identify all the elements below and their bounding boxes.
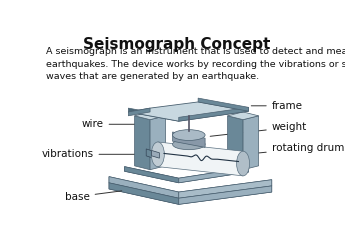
Ellipse shape bbox=[172, 139, 205, 150]
Polygon shape bbox=[179, 107, 248, 121]
Polygon shape bbox=[158, 142, 243, 176]
Text: weight: weight bbox=[210, 122, 307, 136]
Polygon shape bbox=[150, 116, 166, 170]
Polygon shape bbox=[198, 98, 248, 111]
Text: wire: wire bbox=[81, 119, 141, 129]
Polygon shape bbox=[128, 108, 179, 121]
Polygon shape bbox=[125, 167, 248, 183]
Text: frame: frame bbox=[251, 101, 303, 111]
Ellipse shape bbox=[151, 142, 164, 167]
Polygon shape bbox=[179, 180, 272, 198]
Polygon shape bbox=[151, 150, 159, 158]
Polygon shape bbox=[179, 168, 248, 183]
Polygon shape bbox=[135, 116, 150, 170]
Polygon shape bbox=[128, 102, 248, 121]
Polygon shape bbox=[109, 177, 179, 198]
Ellipse shape bbox=[237, 151, 249, 176]
Polygon shape bbox=[135, 112, 166, 120]
Polygon shape bbox=[109, 183, 272, 204]
Polygon shape bbox=[125, 167, 179, 183]
Polygon shape bbox=[228, 112, 258, 120]
Polygon shape bbox=[128, 108, 150, 116]
Polygon shape bbox=[243, 116, 258, 170]
Polygon shape bbox=[146, 149, 156, 159]
Text: Seismograph Concept: Seismograph Concept bbox=[83, 36, 270, 52]
Polygon shape bbox=[179, 186, 272, 204]
Polygon shape bbox=[109, 183, 179, 204]
Polygon shape bbox=[109, 177, 272, 198]
Text: A seismograph is an instrument that is used to detect and measure
earthquakes. T: A seismograph is an instrument that is u… bbox=[46, 47, 345, 81]
Polygon shape bbox=[172, 132, 205, 147]
Polygon shape bbox=[228, 116, 243, 170]
Text: base: base bbox=[65, 191, 122, 202]
Text: vibrations: vibrations bbox=[41, 149, 147, 159]
Text: rotating drum: rotating drum bbox=[247, 143, 344, 154]
Ellipse shape bbox=[172, 130, 205, 140]
